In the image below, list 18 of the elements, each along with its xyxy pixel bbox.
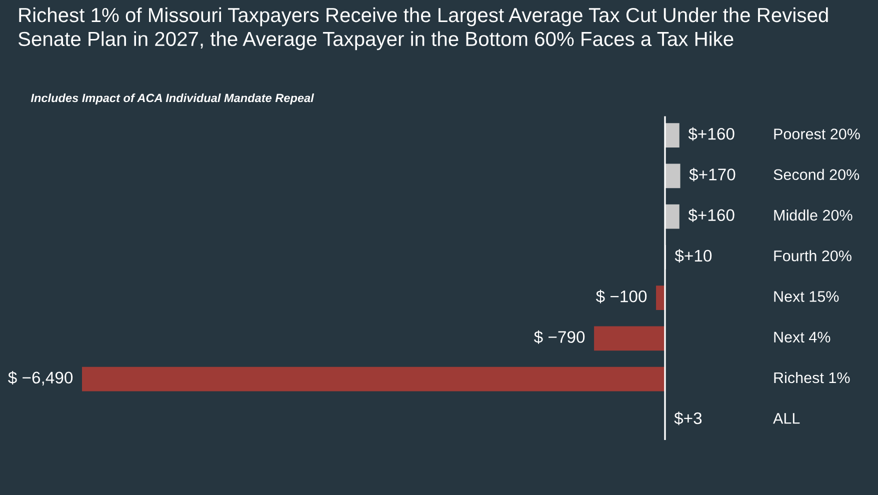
y-tick-label: Next 4%	[774, 332, 830, 343]
y-tick-label: ALL	[773, 413, 800, 424]
y-tick-label: Middle 20%	[774, 209, 852, 221]
chart-title: Richest 1% of Missouri Taxpayers Receive the Largest Average Tax Cut Under the Revised Senate Plan in 2027, the Average Taxpayer in the Bottom 60% Faces a Tax Hike	[18, 7, 828, 50]
y-tick-label: Next 15%	[774, 291, 839, 302]
y-tick-label: Fourth 20%	[774, 250, 852, 262]
y-tick-label: Richest 1%	[774, 372, 850, 384]
y-tick-label: Poorest 20%	[774, 128, 860, 140]
data-label: $+10	[674, 249, 712, 263]
data-label: $+170	[689, 168, 736, 182]
data-label: $+3	[674, 412, 702, 426]
data-label: $ −6,490	[8, 371, 73, 386]
data-label: $ −100	[596, 290, 647, 304]
chart-subtitle: Includes Impact of ACA Individual Mandate Repeal	[30, 94, 314, 105]
data-label: $+160	[688, 208, 734, 222]
data-label: $+160	[688, 127, 734, 141]
y-tick-label: Second 20%	[774, 168, 860, 180]
data-label: $ −790	[534, 330, 585, 344]
